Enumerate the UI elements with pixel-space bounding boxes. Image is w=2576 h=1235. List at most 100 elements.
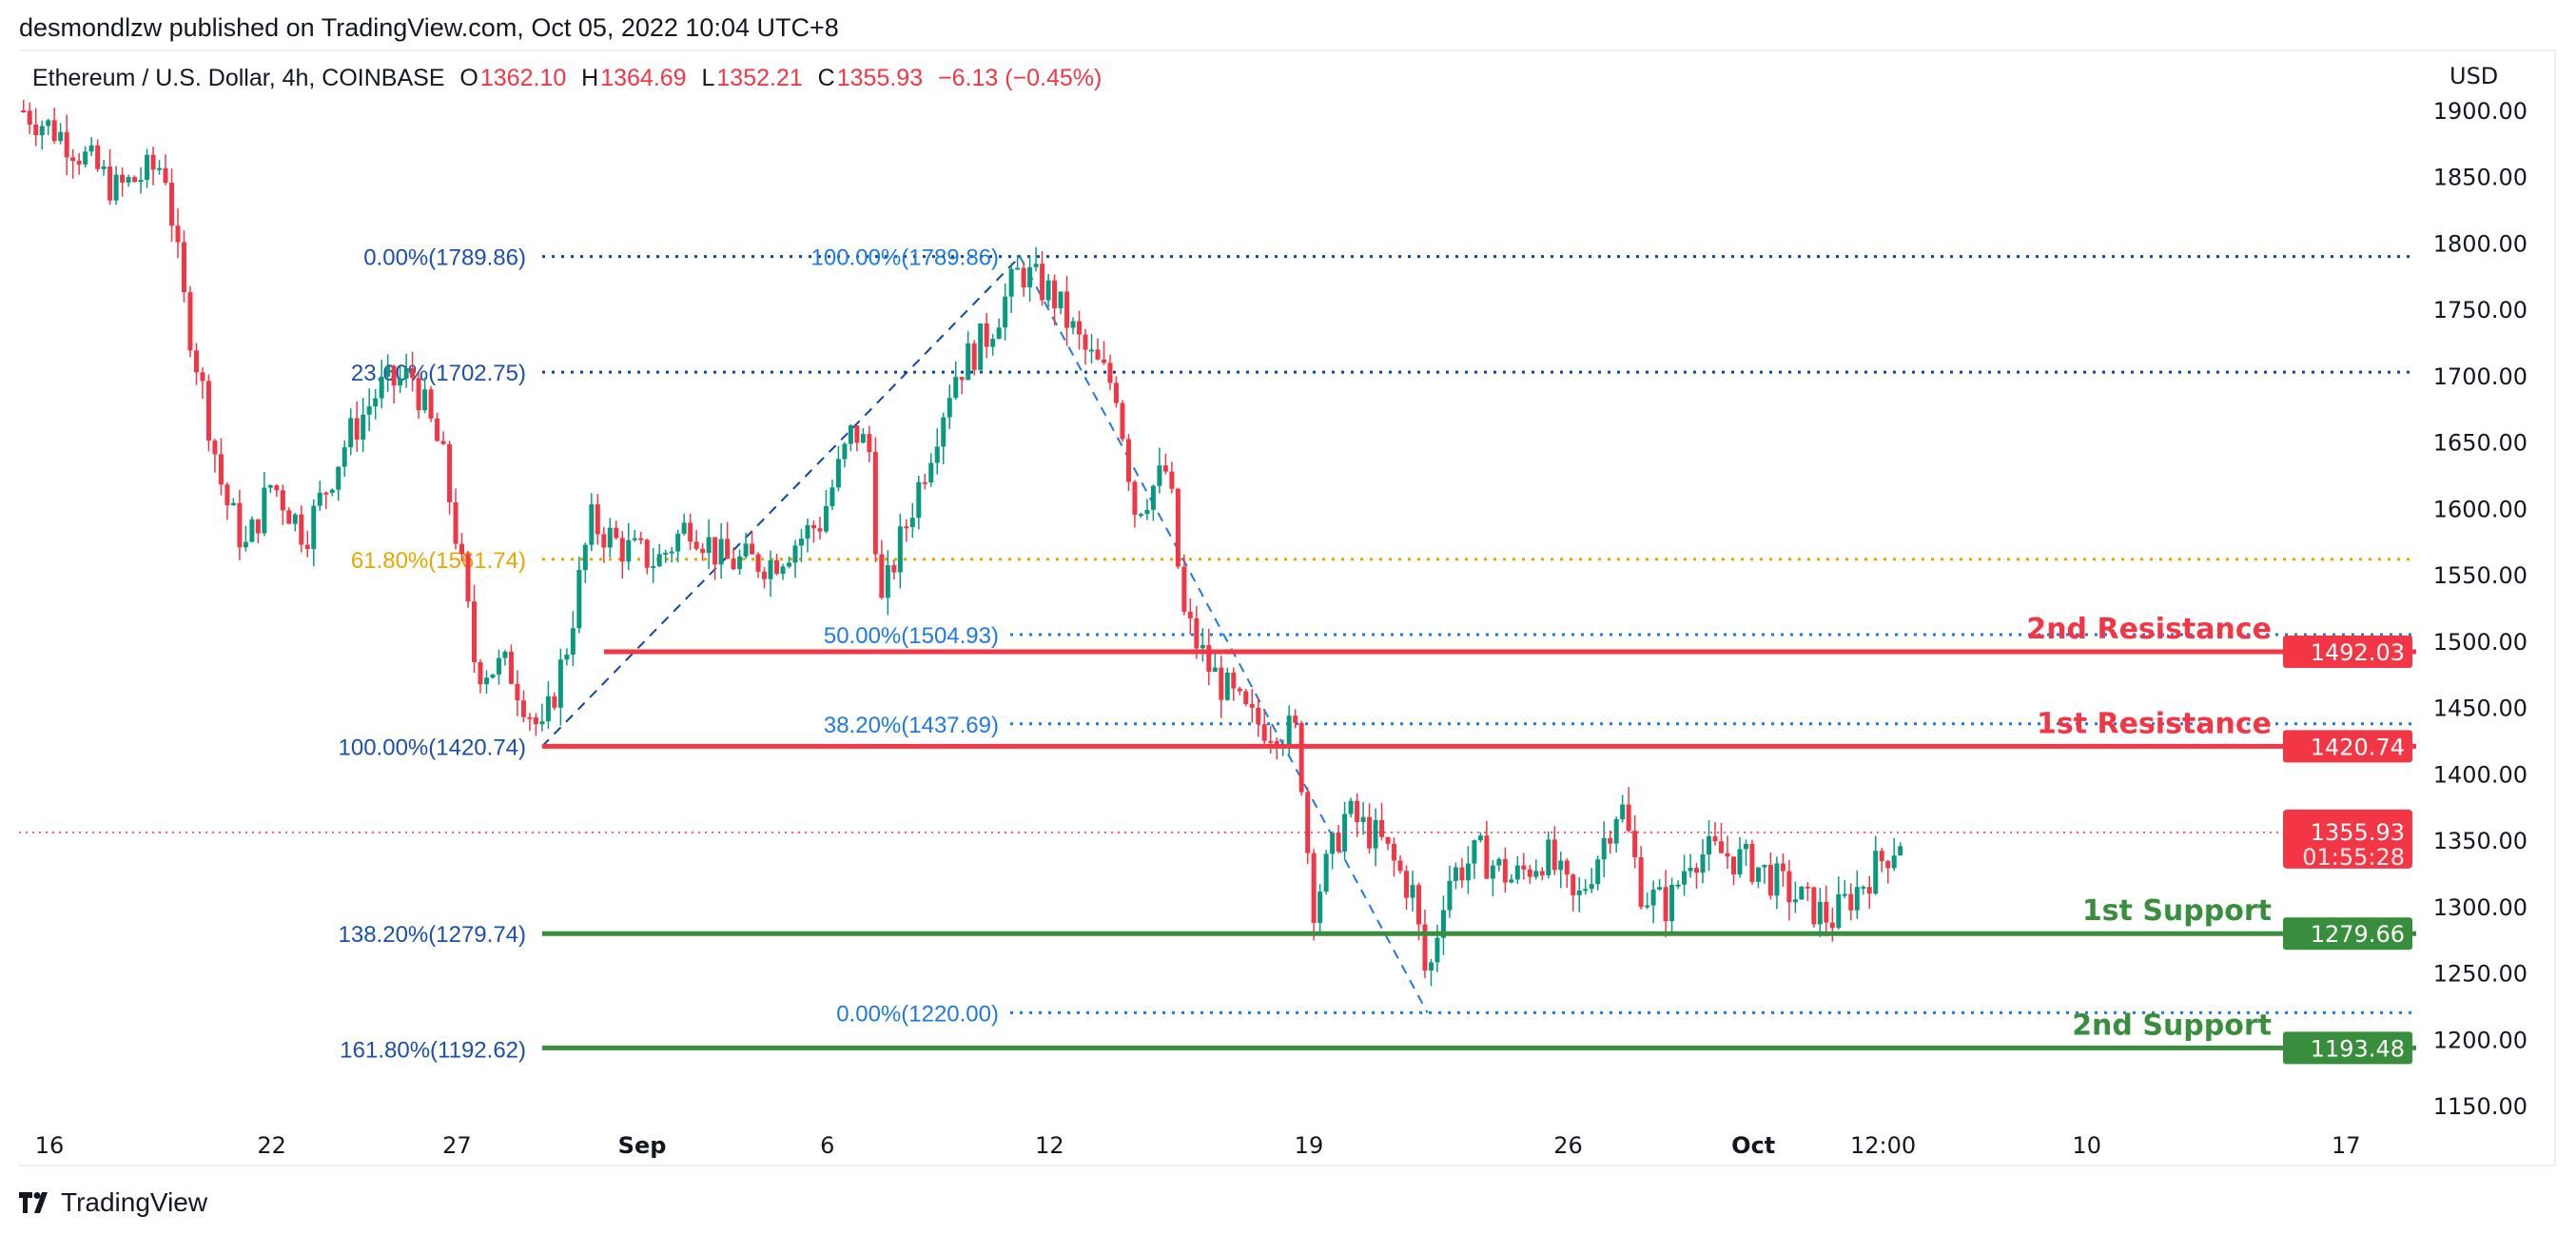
price-tick-label: 1600.00 xyxy=(2433,496,2527,522)
candle-body xyxy=(1261,724,1267,741)
candle-body xyxy=(280,490,285,511)
candle-body xyxy=(1162,465,1168,472)
candle-body xyxy=(589,504,595,545)
candle-body xyxy=(317,492,322,506)
change-value: −6.13 (−0.45%) xyxy=(938,65,1103,91)
candle-body xyxy=(1866,887,1872,894)
candle-body xyxy=(688,522,693,542)
candle-body xyxy=(1620,804,1626,820)
candle-body xyxy=(879,554,885,598)
candle-body xyxy=(669,551,674,554)
candle-body xyxy=(1842,893,1847,896)
candle-body xyxy=(1243,691,1249,704)
candle-body xyxy=(126,177,131,183)
level-price-value: 1492.03 xyxy=(2311,639,2405,666)
candle-body xyxy=(138,180,144,183)
low-value: 1352.21 xyxy=(716,65,803,91)
candle-body xyxy=(1792,899,1798,903)
price-tick-label: 1800.00 xyxy=(2433,230,2527,257)
candle-body xyxy=(1317,892,1323,923)
high-value: 1364.69 xyxy=(600,65,687,91)
candle-body xyxy=(1891,855,1897,869)
candle-body xyxy=(1737,849,1743,874)
candle-body xyxy=(1101,359,1106,363)
candle-body xyxy=(1348,800,1354,814)
tradingview-logo[interactable]: TradingView xyxy=(19,1187,207,1218)
candle-body xyxy=(718,539,724,565)
candle-body xyxy=(626,539,632,562)
candle-body xyxy=(904,526,909,529)
candle-body xyxy=(1330,833,1336,854)
candle-body xyxy=(1311,853,1317,923)
candle-body xyxy=(435,418,440,441)
candle-body xyxy=(311,505,317,549)
candle-body xyxy=(398,378,403,386)
candle-body xyxy=(403,368,409,379)
level-price-value: 1279.66 xyxy=(2311,921,2405,948)
close-label: C xyxy=(817,65,835,91)
candle-body xyxy=(274,485,280,491)
candle-body xyxy=(1268,740,1274,743)
candle-body xyxy=(1064,291,1070,328)
fib-trend-line xyxy=(1019,256,1429,1013)
candle-body xyxy=(1224,672,1230,700)
candle-body xyxy=(21,110,27,112)
candle-body xyxy=(1817,901,1823,925)
candle-body xyxy=(798,539,804,546)
candle-body xyxy=(1070,321,1076,328)
candle-body xyxy=(750,543,755,555)
candle-body xyxy=(842,443,848,460)
candle-body xyxy=(693,541,699,549)
candle-body xyxy=(835,459,841,488)
symbol-legend: Ethereum / U.S. Dollar, 4h, COINBASE O13… xyxy=(32,65,1103,92)
candle-body xyxy=(1608,837,1613,844)
candle-body xyxy=(120,174,126,183)
candle-body xyxy=(520,700,526,717)
candle-body xyxy=(366,406,372,415)
candle-body xyxy=(249,519,255,542)
candle-body xyxy=(916,481,922,519)
candle-body xyxy=(1521,865,1527,870)
candle-body xyxy=(212,440,218,455)
candle-body xyxy=(533,716,538,725)
candle-body xyxy=(619,538,625,562)
candle-body xyxy=(1089,349,1095,352)
candle-body xyxy=(169,183,175,226)
candle-body xyxy=(1805,886,1810,889)
candle-body xyxy=(1632,831,1638,857)
candle-body xyxy=(860,434,866,443)
time-tick-label: 12 xyxy=(1035,1132,1064,1159)
candle-body xyxy=(1774,863,1780,896)
price-tick-label: 1700.00 xyxy=(2433,363,2527,390)
candle-body xyxy=(1663,887,1669,922)
candle-body xyxy=(150,154,156,170)
candle-body xyxy=(545,696,551,722)
candle-body xyxy=(1033,264,1039,267)
candle-body xyxy=(1472,840,1477,864)
candle-body xyxy=(1336,833,1341,852)
candle-body xyxy=(1286,716,1292,746)
candle-body xyxy=(768,559,773,579)
candle-body xyxy=(502,652,508,658)
price-axis: 1900.00 1850.00 1800.00 1750.00 1700.00 1650.… xyxy=(2433,98,2527,1120)
candle-body xyxy=(1669,884,1675,922)
candle-body xyxy=(1144,509,1150,515)
candle-body xyxy=(336,466,342,490)
candle-body xyxy=(1576,891,1582,895)
candle-body xyxy=(1206,644,1212,673)
candle-body xyxy=(725,539,731,559)
candle-body xyxy=(614,527,619,539)
fib-level-label: 61.80%(1561.74) xyxy=(351,548,526,574)
candle-body xyxy=(1058,291,1064,309)
price-tick-label: 1400.00 xyxy=(2433,761,2527,788)
candle-body xyxy=(453,501,459,544)
candle-body xyxy=(107,166,113,201)
fib-level-label: 0.00%(1789.86) xyxy=(363,245,526,271)
candle-body xyxy=(465,554,471,602)
candle-body xyxy=(946,398,952,418)
candle-body xyxy=(1873,851,1879,894)
candle-body xyxy=(1415,885,1421,925)
candle-body xyxy=(1836,893,1842,929)
candle-body xyxy=(51,120,57,142)
